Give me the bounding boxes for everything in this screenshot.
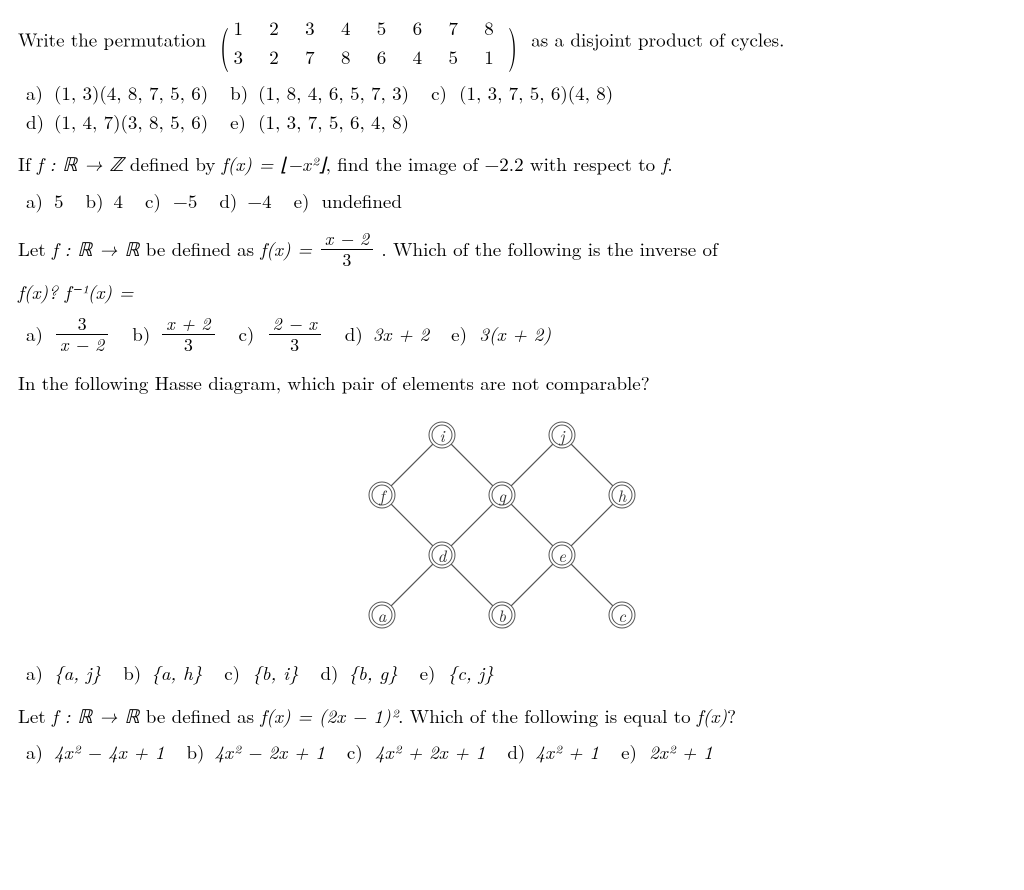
q3-line2: f(x)? f⁻¹(x) = — [18, 278, 1006, 307]
hasse-node-j: j — [549, 422, 575, 448]
hasse-node-d: d — [429, 542, 455, 568]
hasse-edge — [451, 444, 493, 486]
q5-fx: f(x) = (2x − 1)² — [260, 702, 398, 729]
choice-text: −5 — [173, 187, 197, 216]
choice-text: 4x² − 2x + 1 — [214, 738, 324, 767]
question-inverse: Let f : ℝ → ℝ be defined as f(x) = x − 2… — [18, 229, 1006, 355]
hasse-diagram: a b c d e f g h i j — [322, 405, 702, 645]
choice-text: {b, g} — [348, 659, 397, 688]
svg-text:a: a — [378, 603, 387, 627]
choice-text: 4x² + 2x + 1 — [375, 738, 485, 767]
hasse-edge — [511, 444, 553, 486]
choice-text: 2x² + 1 — [649, 738, 713, 767]
question-expand: Let f : ℝ → ℝ be defined as f(x) = (2x −… — [18, 702, 1006, 767]
hasse-node-f: f — [369, 482, 395, 508]
choice-text: {a, j} — [54, 659, 101, 688]
q1-post: as a disjoint product of cycles. — [531, 26, 784, 53]
choice-label: d) — [26, 108, 48, 137]
hasse-node-e: e — [549, 542, 575, 568]
choice-text: 4x² − 4x + 1 — [54, 738, 164, 767]
question-permutation: Write the permutation ( 1 2 3 4 5 6 7 8 … — [18, 14, 1006, 136]
hasse-node-c: c — [609, 602, 635, 628]
hasse-node-a: a — [369, 602, 395, 628]
choice-text: 4 — [114, 187, 124, 216]
hasse-edge — [511, 564, 553, 606]
perm-bot: 3 2 7 8 6 4 5 1 — [233, 43, 503, 72]
q1-prompt: Write the permutation ( 1 2 3 4 5 6 7 8 … — [18, 14, 1006, 71]
choice-text: (1, 8, 4, 6, 5, 7, 3) — [258, 79, 409, 108]
choice-frac: 3x − 2 — [56, 314, 108, 355]
hasse-node-h: h — [609, 482, 635, 508]
choice-frac: x + 23 — [162, 314, 214, 355]
q2-fx: f(x) = ⌊−x²⌋ — [222, 150, 326, 177]
q5-prompt: Let f : ℝ → ℝ be defined as f(x) = (2x −… — [18, 702, 1006, 731]
svg-text:h: h — [618, 483, 628, 507]
hasse-edge — [571, 564, 613, 606]
q3-prompt: Let f : ℝ → ℝ be defined as f(x) = x − 2… — [18, 229, 1006, 270]
choice-text: 5 — [54, 187, 64, 216]
question-floor: If f : ℝ → ℤ defined by f(x) = ⌊−x²⌋, fi… — [18, 150, 1006, 215]
hasse-node-b: b — [489, 602, 515, 628]
hasse-node-g: g — [489, 482, 515, 508]
svg-text:f: f — [378, 483, 387, 507]
paren-left: ( — [220, 21, 229, 65]
choice-text: {b, i} — [252, 659, 298, 688]
choice-text: −4 — [247, 187, 271, 216]
q5-choices: a)4x² − 4x + 1 b)4x² − 2x + 1 c)4x² + 2x… — [26, 738, 1006, 767]
perm-top: 1 2 3 4 5 6 7 8 — [233, 14, 503, 43]
choice-text: {a, h} — [151, 659, 202, 688]
q3-choices: a) 3x − 2 b) x + 23 c) 2 − x3 d)3x + 2 e… — [26, 314, 1006, 355]
svg-text:j: j — [558, 423, 566, 447]
choice-text: 3(x + 2) — [479, 320, 551, 349]
q2-prompt: If f : ℝ → ℤ defined by f(x) = ⌊−x²⌋, fi… — [18, 150, 1006, 179]
choice-text: {c, j} — [448, 659, 494, 688]
hasse-diagram-container: a b c d e f g h i j — [18, 405, 1006, 645]
paren-right: ) — [508, 21, 517, 65]
hasse-edge — [571, 504, 613, 546]
choice-text: 3x + 2 — [373, 320, 429, 349]
q4-choices: a){a, j} b){a, h} c){b, i} d){b, g} e){c… — [26, 659, 1006, 688]
svg-text:b: b — [498, 603, 506, 627]
svg-text:d: d — [438, 543, 448, 567]
hasse-edge — [571, 444, 613, 486]
choice-text: 4x² + 1 — [535, 738, 599, 767]
hasse-edge — [451, 564, 493, 606]
q5-func: f : ℝ → ℝ — [52, 702, 139, 729]
hasse-edge — [511, 504, 553, 546]
choice-text: (1, 3)(4, 8, 7, 5, 6) — [54, 79, 208, 108]
choice-label: a) — [26, 79, 48, 108]
svg-text:g: g — [498, 483, 507, 507]
svg-text:c: c — [618, 603, 626, 627]
q3-func: f : ℝ → ℝ — [52, 235, 139, 262]
hasse-edge — [451, 504, 493, 546]
q3-fraction: x − 2 3 — [321, 229, 373, 270]
q2-func: f : ℝ → ℤ — [37, 150, 124, 177]
permutation-matrix: ( 1 2 3 4 5 6 7 8 3 2 7 8 6 4 5 1 ) — [216, 14, 521, 71]
choice-frac: 2 − x3 — [269, 314, 321, 355]
choice-text: (1, 3, 7, 5, 6)(4, 8) — [459, 79, 613, 108]
choice-label: c) — [431, 79, 453, 108]
hasse-edge — [391, 444, 433, 486]
choice-text: undefined — [322, 187, 402, 216]
choice-text: (1, 4, 7)(3, 8, 5, 6) — [54, 108, 208, 137]
hasse-edge — [391, 564, 433, 606]
svg-text:e: e — [558, 543, 566, 567]
q2-choices: a)5 b)4 c)−5 d)−4 e)undefined — [26, 187, 1006, 216]
hasse-node-i: i — [429, 422, 455, 448]
question-hasse: In the following Hasse diagram, which pa… — [18, 369, 1006, 688]
q4-prompt: In the following Hasse diagram, which pa… — [18, 369, 1006, 398]
q1-choices: a)(1, 3)(4, 8, 7, 5, 6) b)(1, 8, 4, 6, 5… — [26, 79, 1006, 136]
svg-text:i: i — [439, 423, 446, 447]
choice-label: b) — [230, 79, 252, 108]
hasse-edge — [391, 504, 433, 546]
choice-text: (1, 3, 7, 5, 6, 4, 8) — [258, 108, 409, 137]
choice-label: e) — [230, 108, 252, 137]
q1-pre: Write the permutation — [18, 26, 212, 53]
